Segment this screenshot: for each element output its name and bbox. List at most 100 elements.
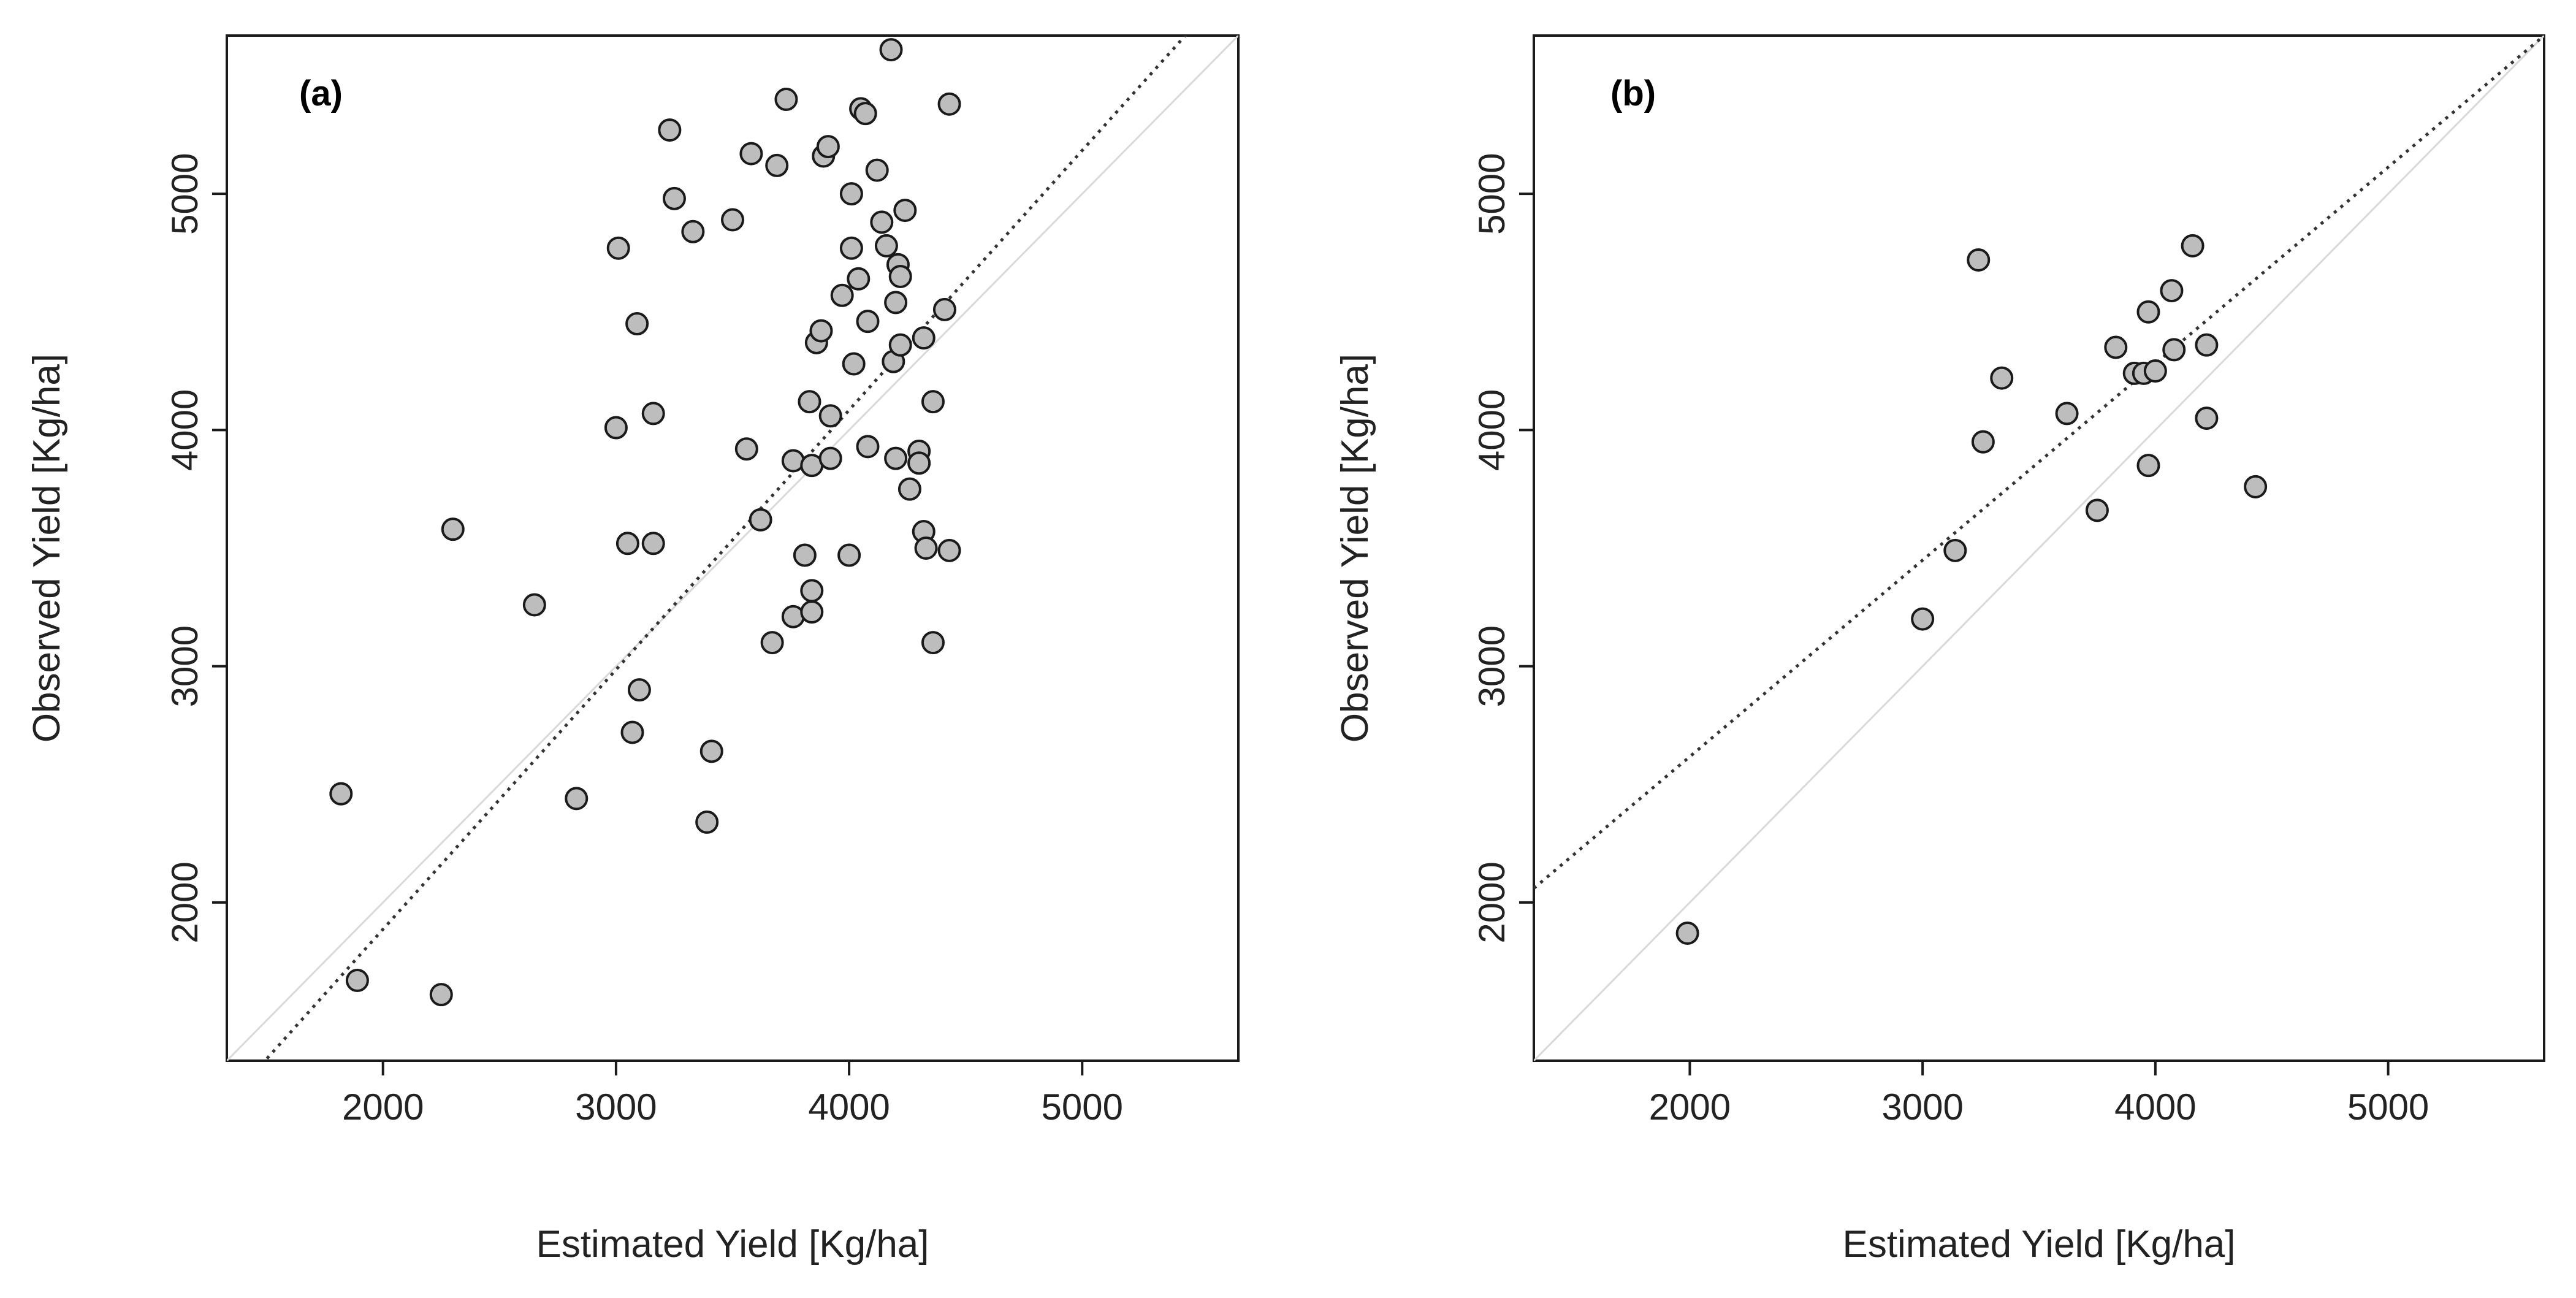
data-point-a-1 bbox=[345, 969, 369, 993]
panel-a-scatter-plot: 2000 3000 4000 5000 2000 3000 4000 5000 (a) Est… bbox=[26, 34, 1240, 1266]
x-tick-label-b-3: 5000 bbox=[2347, 1086, 2429, 1128]
data-point-a-54 bbox=[884, 446, 908, 470]
data-point-a-15 bbox=[662, 186, 686, 210]
data-point-a-36 bbox=[816, 135, 840, 159]
data-point-a-69 bbox=[937, 538, 961, 562]
data-point-a-34 bbox=[809, 319, 833, 343]
data-point-a-25 bbox=[774, 88, 798, 112]
data-point-b-0 bbox=[1675, 921, 1699, 945]
data-point-a-23 bbox=[760, 631, 784, 655]
data-point-a-37 bbox=[818, 404, 842, 428]
data-point-a-38 bbox=[818, 446, 842, 470]
y-tick-label-a-2: 4000 bbox=[164, 389, 205, 471]
data-point-a-10 bbox=[625, 312, 649, 336]
y-tick-label-b-2: 4000 bbox=[1471, 389, 1512, 471]
data-point-a-31 bbox=[800, 579, 824, 603]
data-point-a-0 bbox=[329, 782, 353, 806]
fit-line-a bbox=[262, 36, 1187, 1061]
data-point-a-49 bbox=[865, 158, 889, 182]
x-tick-label-a-0: 2000 bbox=[342, 1086, 424, 1128]
data-point-a-17 bbox=[695, 810, 719, 834]
data-point-a-19 bbox=[721, 208, 744, 232]
data-point-a-20 bbox=[734, 437, 758, 461]
data-point-a-55 bbox=[884, 291, 908, 315]
data-point-b-17 bbox=[2195, 333, 2219, 357]
data-point-a-52 bbox=[879, 38, 903, 62]
data-point-b-3 bbox=[1967, 248, 1991, 272]
panel-label-a: (a) bbox=[299, 74, 343, 113]
data-point-a-60 bbox=[897, 477, 921, 501]
y-axis-label-b: Observed Yield [Kg/ha] bbox=[1334, 354, 1376, 743]
data-point-a-2 bbox=[429, 983, 453, 1007]
data-point-a-18 bbox=[699, 739, 723, 763]
data-point-a-13 bbox=[641, 402, 665, 426]
data-point-b-12 bbox=[2136, 300, 2160, 324]
data-point-a-51 bbox=[874, 234, 898, 258]
data-point-b-7 bbox=[2085, 498, 2109, 522]
x-tick-label-b-1: 3000 bbox=[1881, 1086, 1963, 1128]
data-point-a-24 bbox=[765, 153, 789, 177]
panel-label-b: (b) bbox=[1610, 74, 1656, 113]
data-point-a-39 bbox=[830, 283, 854, 307]
data-point-a-59 bbox=[893, 199, 917, 223]
data-point-a-16 bbox=[681, 220, 705, 243]
data-point-b-16 bbox=[2181, 234, 2204, 258]
y-axis-label-a: Observed Yield [Kg/ha] bbox=[26, 354, 68, 743]
data-point-a-50 bbox=[870, 210, 894, 234]
data-point-a-32 bbox=[800, 600, 824, 624]
data-point-b-4 bbox=[1971, 430, 1995, 454]
data-point-a-46 bbox=[853, 102, 877, 126]
data-point-b-13 bbox=[2143, 359, 2167, 383]
data-point-a-8 bbox=[615, 532, 639, 555]
data-point-a-70 bbox=[937, 92, 961, 116]
data-point-b-2 bbox=[1943, 538, 1967, 562]
data-point-a-65 bbox=[914, 536, 938, 560]
data-point-b-1 bbox=[1911, 607, 1935, 631]
data-point-a-14 bbox=[658, 118, 682, 142]
data-point-a-6 bbox=[604, 416, 628, 440]
data-point-a-63 bbox=[912, 326, 936, 350]
data-point-a-11 bbox=[627, 678, 651, 702]
data-point-a-47 bbox=[856, 435, 880, 459]
data-point-a-48 bbox=[856, 310, 880, 334]
x-tick-label-a-2: 4000 bbox=[808, 1086, 890, 1128]
data-point-a-58 bbox=[888, 333, 912, 357]
x-tick-label-b-0: 2000 bbox=[1649, 1086, 1731, 1128]
x-axis-label-b: Estimated Yield [Kg/ha] bbox=[1842, 1223, 2235, 1266]
data-point-a-21 bbox=[739, 142, 763, 166]
data-point-a-22 bbox=[749, 508, 772, 532]
data-point-b-6 bbox=[2055, 402, 2079, 426]
y-tick-label-b-1: 3000 bbox=[1471, 625, 1512, 707]
y-tick-label-a-1: 3000 bbox=[164, 625, 205, 707]
data-point-a-3 bbox=[441, 517, 465, 541]
data-point-a-40 bbox=[837, 543, 861, 567]
panel-b-scatter-plot: 2000 3000 4000 5000 2000 3000 4000 5000 (b) Est… bbox=[1334, 34, 2545, 1266]
data-point-a-42 bbox=[839, 236, 863, 260]
data-point-a-7 bbox=[606, 236, 630, 260]
data-point-a-4 bbox=[522, 593, 546, 617]
data-point-b-14 bbox=[2160, 279, 2184, 303]
y-tick-label-b-0: 2000 bbox=[1471, 861, 1512, 943]
data-point-a-12 bbox=[641, 532, 665, 555]
y-tick-label-a-0: 2000 bbox=[164, 861, 205, 943]
data-point-a-44 bbox=[847, 267, 871, 291]
data-point-a-9 bbox=[620, 720, 644, 744]
identity-line-b bbox=[1534, 36, 2544, 1061]
identity-line-a bbox=[227, 36, 1238, 1061]
x-tick-label-a-1: 3000 bbox=[575, 1086, 657, 1128]
data-point-a-5 bbox=[565, 787, 589, 811]
plot-frame-a bbox=[226, 34, 1240, 1062]
data-point-b-5 bbox=[1990, 366, 2014, 390]
y-tick-label-b-3: 5000 bbox=[1471, 153, 1512, 234]
data-point-a-57 bbox=[888, 264, 912, 288]
fit-line-b bbox=[1534, 36, 2544, 890]
data-point-a-29 bbox=[798, 390, 821, 414]
data-point-a-66 bbox=[921, 390, 945, 414]
data-point-b-8 bbox=[2104, 335, 2128, 359]
data-point-b-18 bbox=[2195, 407, 2219, 430]
plot-frame-b bbox=[1533, 34, 2545, 1062]
data-point-a-43 bbox=[842, 352, 866, 376]
data-point-b-15 bbox=[2162, 338, 2186, 362]
data-point-b-11 bbox=[2136, 454, 2160, 478]
